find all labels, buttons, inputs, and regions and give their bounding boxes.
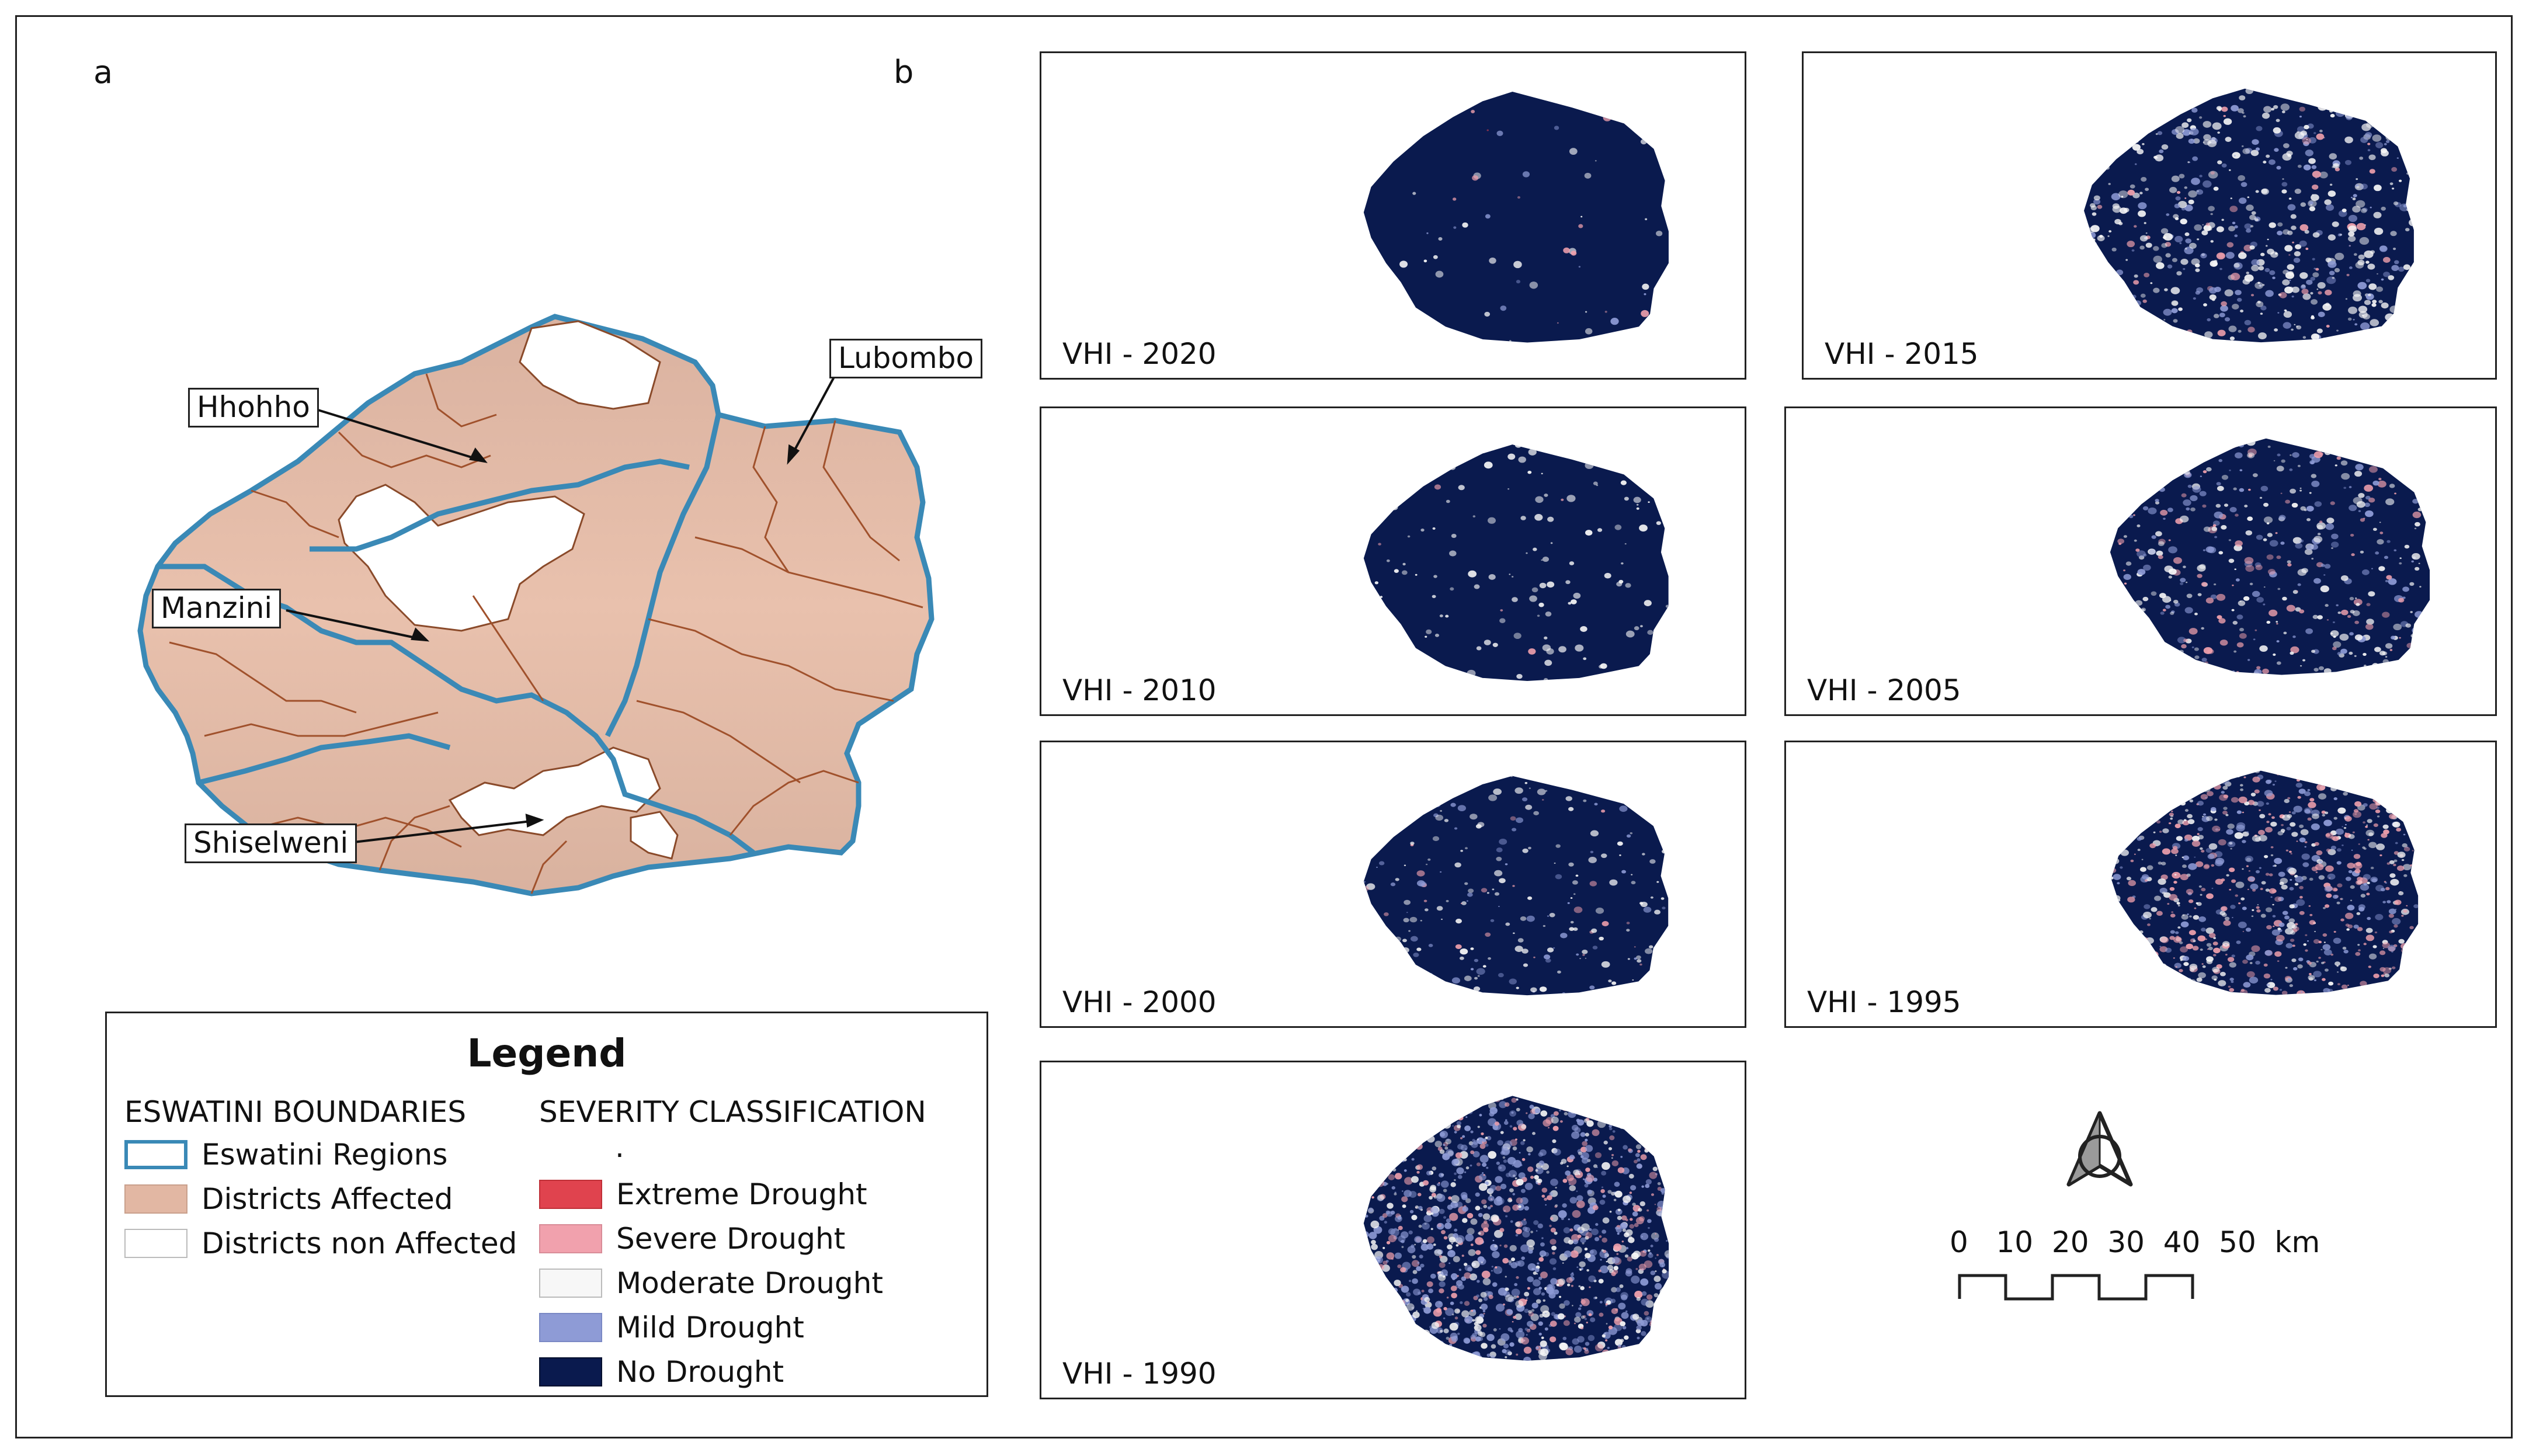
vhi-map-1990 — [1363, 1096, 1669, 1361]
scale-bar-labels: 0 10 20 30 40 50 km — [1950, 1225, 2320, 1259]
legend-item-label: No Drought — [616, 1355, 784, 1389]
vhi-panel-title: VHI - 2005 — [1807, 673, 1961, 707]
vhi-panel-2000: VHI - 2000 — [1040, 741, 1746, 1028]
vhi-panel-title: VHI - 2020 — [1062, 337, 1217, 371]
scale-bar — [1958, 1274, 2194, 1301]
mild-swatch — [539, 1313, 602, 1342]
legend-item-districts-non-affected: Districts non Affected — [124, 1226, 517, 1261]
legend-title: Legend — [467, 1031, 627, 1076]
vhi-map-2010 — [1363, 444, 1669, 681]
vhi-map-1995 — [2111, 770, 2419, 995]
callout-arrows — [286, 353, 848, 843]
vhi-panel-2005: VHI - 2005 — [1784, 406, 2497, 716]
legend-item-eswatini-regions: Eswatini Regions — [124, 1137, 447, 1172]
callout-lubombo: Lubombo — [829, 339, 983, 378]
severity-note: . — [615, 1130, 624, 1164]
vhi-no-drought-area — [2084, 88, 2414, 343]
legend-item-label: Mild Drought — [616, 1311, 804, 1344]
vhi-map-2020 — [1363, 91, 1669, 343]
legend-item-moderate-drought: Moderate Drought — [539, 1266, 883, 1301]
legend-item-districts-affected: Districts Affected — [124, 1182, 453, 1217]
vhi-no-drought-area — [1363, 1096, 1669, 1361]
severity-heading: SEVERITY CLASSIFICATION — [539, 1095, 926, 1129]
moderate-swatch — [539, 1269, 602, 1298]
legend-item-severe-drought: Severe Drought — [539, 1221, 845, 1256]
vhi-panel-title: VHI - 1995 — [1807, 985, 1961, 1019]
panel-label-a: a — [93, 54, 113, 91]
affected-swatch — [124, 1184, 187, 1214]
vhi-no-drought-area — [1363, 444, 1669, 681]
vhi-panel-title: VHI - 2015 — [1825, 337, 1979, 371]
vhi-map-2015 — [2084, 88, 2414, 343]
vhi-panel-title: VHI - 2000 — [1062, 985, 1217, 1019]
districts-non-affected — [338, 320, 679, 860]
vhi-panel-title: VHI - 1990 — [1062, 1357, 1217, 1391]
vhi-no-drought-area — [1363, 91, 1669, 343]
callout-shiselweni: Shiselweni — [185, 823, 357, 863]
callout-manzini: Manzini — [152, 589, 282, 628]
north-arrow-icon — [2066, 1111, 2133, 1187]
boundaries-heading: ESWATINI BOUNDARIES — [124, 1095, 467, 1129]
non-affected-swatch — [124, 1229, 187, 1258]
regions-swatch — [124, 1140, 187, 1169]
legend-item-label: Moderate Drought — [616, 1266, 883, 1300]
legend-item-mild-drought: Mild Drought — [539, 1310, 804, 1345]
vhi-panel-title: VHI - 2010 — [1062, 673, 1217, 707]
vhi-map-2005 — [2110, 438, 2430, 675]
extreme-swatch — [539, 1180, 602, 1209]
legend-item-label: Extreme Drought — [616, 1177, 867, 1211]
legend: Legend ESWATINI BOUNDARIES SEVERITY CLAS… — [105, 1012, 988, 1397]
vhi-panel-1995: VHI - 1995 — [1784, 741, 2497, 1028]
legend-item-label: Districts non Affected — [202, 1226, 517, 1260]
panel-label-b: b — [894, 54, 914, 91]
no-drought-swatch — [539, 1357, 602, 1386]
district-map — [137, 314, 935, 896]
vhi-panel-2010: VHI - 2010 — [1040, 406, 1746, 716]
severe-swatch — [539, 1224, 602, 1253]
vhi-panel-1990: VHI - 1990 — [1040, 1061, 1746, 1399]
callout-hhohho: Hhohho — [188, 388, 319, 428]
vhi-map-2000 — [1363, 776, 1669, 996]
vhi-panel-2020: VHI - 2020 — [1040, 51, 1746, 380]
legend-item-label: Severe Drought — [616, 1222, 846, 1256]
vhi-panel-2015: VHI - 2015 — [1802, 51, 2497, 380]
figure-frame — [15, 15, 2513, 1438]
legend-item-no-drought: No Drought — [539, 1354, 784, 1389]
legend-item-extreme-drought: Extreme Drought — [539, 1177, 867, 1212]
legend-item-label: Eswatini Regions — [202, 1138, 448, 1172]
region-boundaries — [158, 414, 755, 855]
legend-item-label: Districts Affected — [202, 1182, 453, 1216]
